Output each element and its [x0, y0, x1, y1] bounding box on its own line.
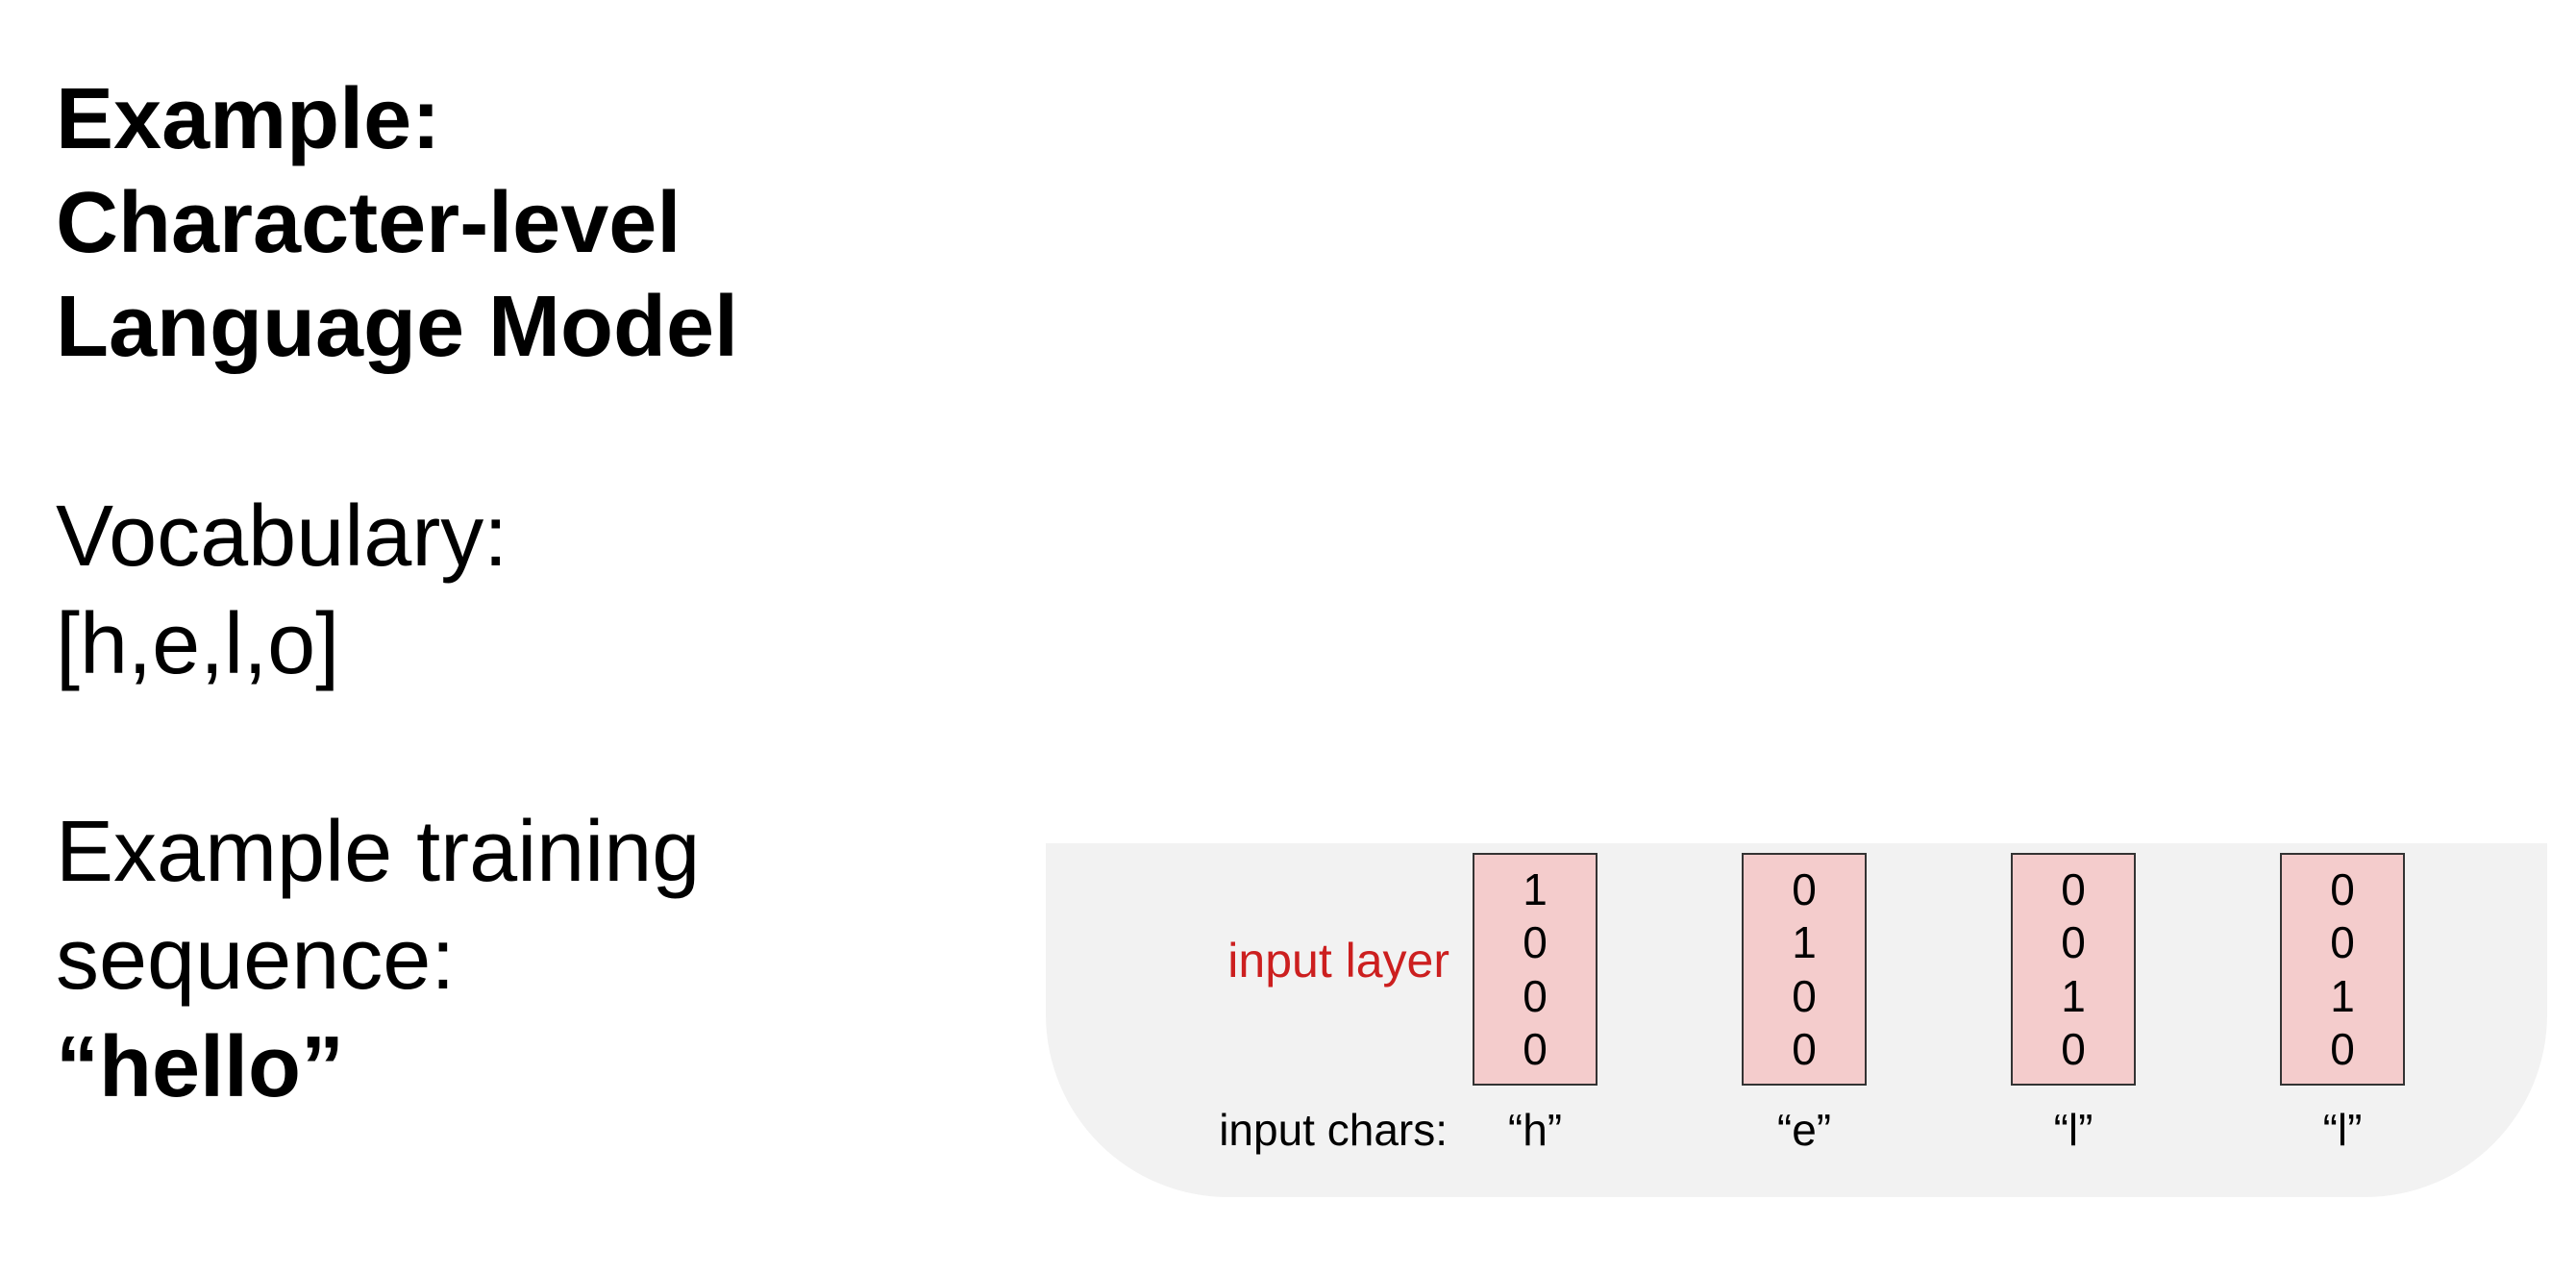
input-chars-label: input chars:: [1219, 1105, 1448, 1155]
vocabulary-block: Vocabulary: [h,e,l,o]: [56, 483, 508, 698]
vector-value: 0: [1792, 864, 1817, 915]
title-line-3: Language Model: [56, 279, 739, 375]
training-label-line-1: Example training: [56, 804, 701, 900]
input-layer-label: input layer: [1227, 934, 1449, 988]
one-hot-vector-l-2: 0 0 1 0: [2280, 853, 2405, 1086]
vector-value: 0: [2061, 917, 2086, 968]
title-line-1: Example:: [56, 71, 441, 167]
vector-value: 1: [2330, 970, 2355, 1021]
input-char-l: “l”: [2053, 1105, 2093, 1155]
training-sequence-block: Example training sequence: “hello”: [56, 798, 700, 1121]
input-char-h: “h”: [1507, 1105, 1563, 1155]
vector-value: 0: [1523, 1023, 1548, 1074]
vocabulary-value: [h,e,l,o]: [56, 596, 340, 692]
title-line-2: Character-level: [56, 175, 681, 271]
input-char-l-2: “l”: [2322, 1105, 2363, 1155]
slide-title: Example: Character-level Language Model: [56, 67, 738, 379]
vector-value: 0: [2061, 864, 2086, 915]
one-hot-vector-h: 1 0 0 0: [1473, 853, 1598, 1086]
training-sequence-value: “hello”: [56, 1019, 345, 1115]
vector-value: 0: [1523, 917, 1548, 968]
one-hot-vector-l: 0 0 1 0: [2011, 853, 2136, 1086]
vector-value: 1: [1792, 917, 1817, 968]
vector-value: 0: [1792, 1023, 1817, 1074]
one-hot-vector-e: 0 1 0 0: [1742, 853, 1867, 1086]
training-label-line-2: sequence:: [56, 912, 456, 1008]
vector-value: 1: [2061, 970, 2086, 1021]
vocabulary-label: Vocabulary:: [56, 488, 508, 585]
vector-value: 1: [1523, 864, 1548, 915]
vector-value: 0: [2061, 1023, 2086, 1074]
vector-value: 0: [1792, 970, 1817, 1021]
input-char-e: “e”: [1776, 1105, 1832, 1155]
vector-value: 0: [2330, 864, 2355, 915]
vector-value: 0: [2330, 917, 2355, 968]
vector-value: 0: [1523, 970, 1548, 1021]
vector-value: 0: [2330, 1023, 2355, 1074]
